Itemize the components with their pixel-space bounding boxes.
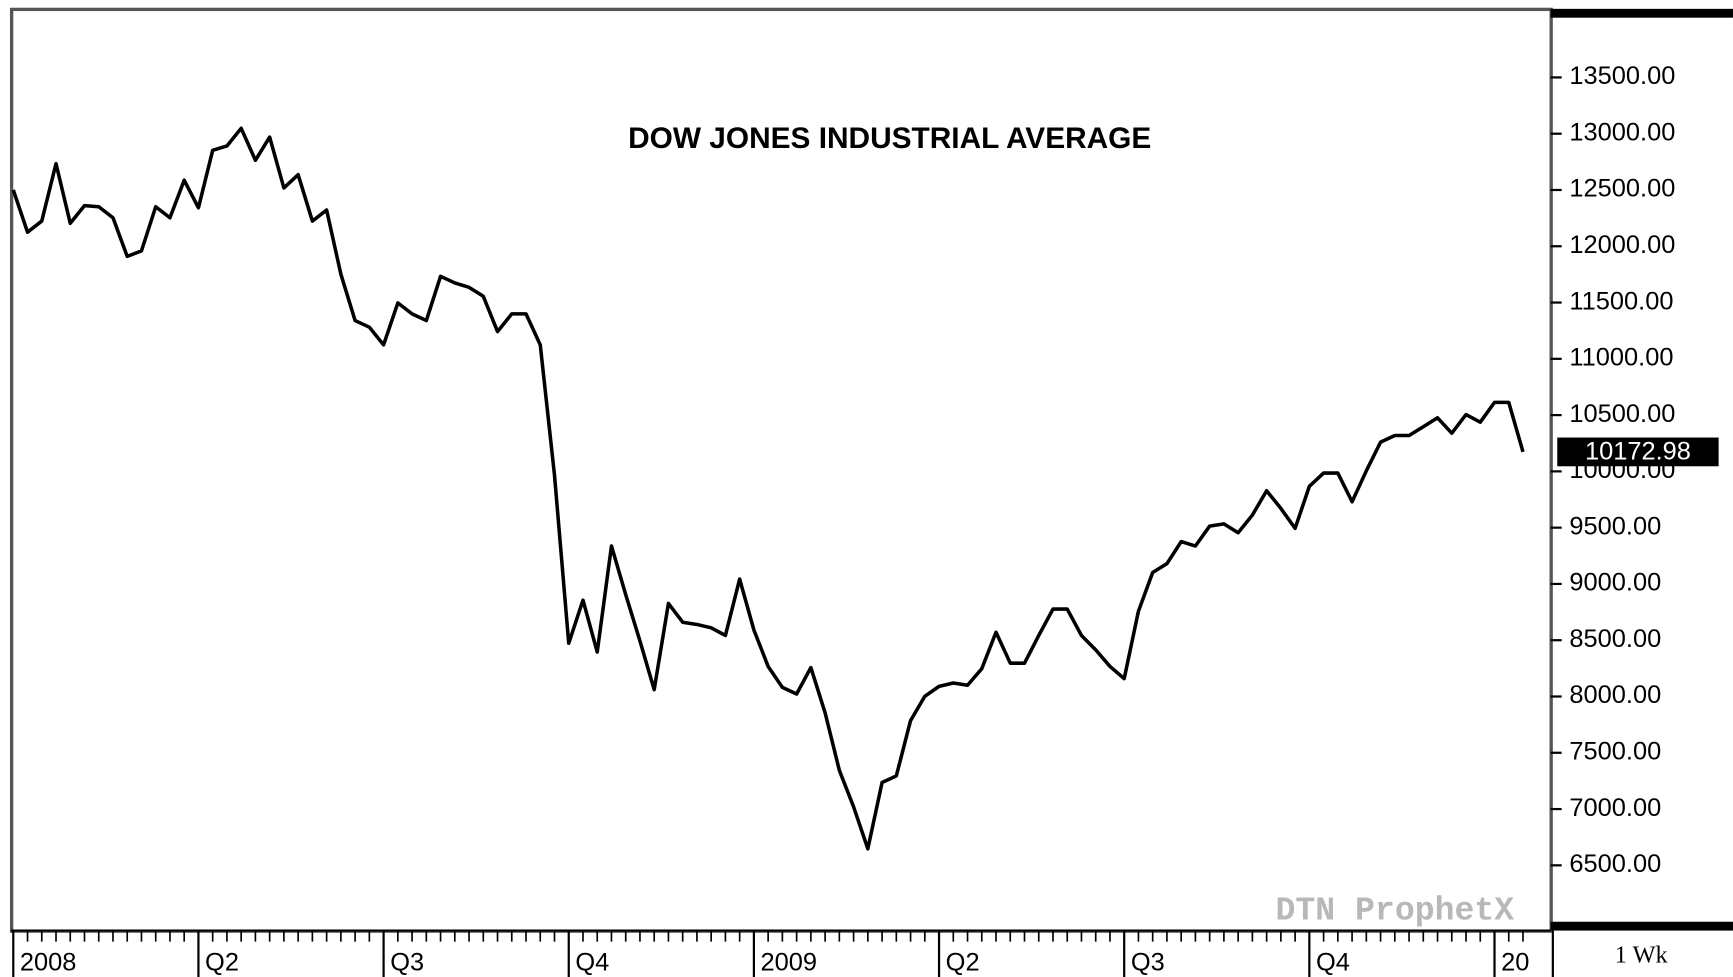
- x-tick-label: Q4: [575, 948, 609, 976]
- y-tick-label: 13500.00: [1569, 62, 1675, 90]
- x-tick-label: 2009: [761, 948, 818, 976]
- y-tick-label: 6500.00: [1569, 850, 1661, 878]
- price-line: [11, 126, 1525, 851]
- y-tick-label: 8500.00: [1569, 625, 1661, 653]
- x-tick-label: Q2: [205, 948, 239, 976]
- last-value-label: 10172.98: [1585, 438, 1691, 466]
- y-tick-label: 9500.00: [1569, 512, 1661, 540]
- x-tick-label: Q2: [946, 948, 980, 976]
- chart-title: DOW JONES INDUSTRIAL AVERAGE: [628, 122, 1151, 155]
- x-tick-label: Q4: [1316, 948, 1350, 976]
- axis-bottom-bar: [1550, 921, 1733, 931]
- x-tick-label: 20: [1501, 948, 1529, 976]
- y-tick-label: 9000.00: [1569, 569, 1661, 597]
- interval-label: 1 Wk: [1615, 942, 1669, 969]
- watermark: DTN ProphetX: [1275, 891, 1514, 929]
- y-tick-label: 10500.00: [1569, 400, 1675, 428]
- x-tick-label: 2008: [20, 948, 77, 976]
- y-tick-label: 12000.00: [1569, 231, 1675, 259]
- y-tick-label: 8000.00: [1569, 681, 1661, 709]
- last-value-box: [1557, 437, 1719, 467]
- y-tick-label: 11500.00: [1569, 287, 1673, 315]
- y-tick-label: 13000.00: [1569, 118, 1675, 146]
- x-tick-label: Q3: [390, 948, 424, 976]
- x-tick-label: Q3: [1131, 948, 1165, 976]
- y-tick-label: 7500.00: [1569, 737, 1661, 765]
- y-tick-label: 11000.00: [1569, 344, 1673, 372]
- axis-top-bar: [1550, 8, 1733, 18]
- y-tick-label: 12500.00: [1569, 175, 1675, 203]
- y-tick-label: 7000.00: [1569, 794, 1661, 822]
